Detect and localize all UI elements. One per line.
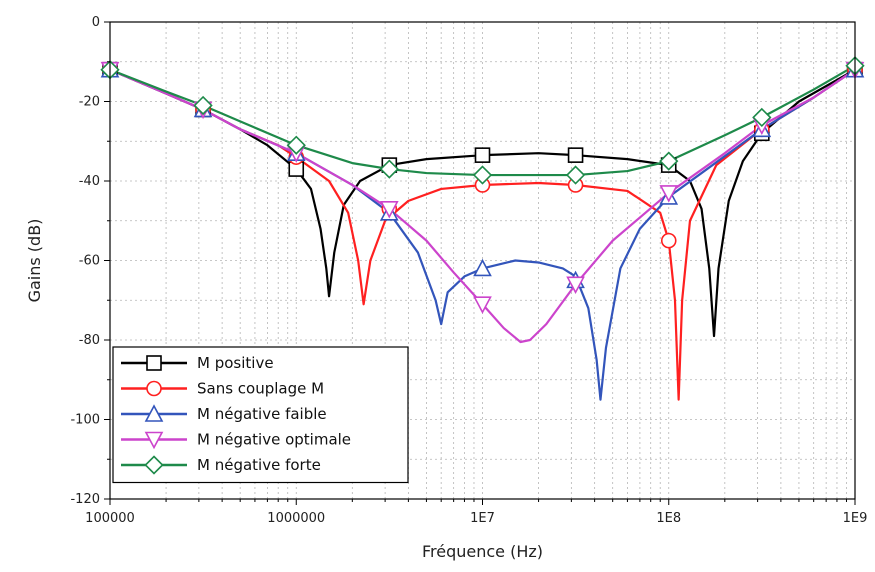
series-1-point — [476, 148, 490, 162]
x-tick-label: 1E9 — [843, 511, 868, 526]
x-axis-title: Fréquence (Hz) — [422, 542, 543, 561]
x-tick-label: 100000 — [85, 511, 135, 526]
y-tick-label: -120 — [70, 492, 100, 507]
legend-label-5: M négative forte — [197, 456, 321, 474]
legend-label-2: Sans couplage M — [197, 380, 324, 398]
y-tick-label: -100 — [70, 413, 100, 428]
legend: M positive Sans couplage M M négative faib… — [113, 347, 408, 483]
y-tick-label: -80 — [79, 333, 100, 348]
legend-marker-1 — [147, 356, 161, 370]
series-2-point — [662, 234, 676, 248]
x-tick-label: 1E8 — [656, 511, 681, 526]
y-tick-label: 0 — [92, 15, 100, 30]
legend-label-4: M négative optimale — [197, 431, 351, 449]
y-axis-title: Gains (dB) — [25, 219, 44, 303]
legend-marker-2 — [147, 382, 161, 396]
x-tick-label: 1000000 — [267, 511, 325, 526]
x-tick-label: 1E7 — [470, 511, 495, 526]
y-tick-label: -20 — [79, 95, 100, 110]
legend-label-1: M positive — [197, 354, 274, 372]
y-tick-label: -60 — [79, 254, 100, 269]
series-markers — [102, 57, 864, 312]
y-tick-label: -40 — [79, 174, 100, 189]
series-1-point — [569, 148, 583, 162]
legend-label-3: M négative faible — [197, 405, 327, 423]
